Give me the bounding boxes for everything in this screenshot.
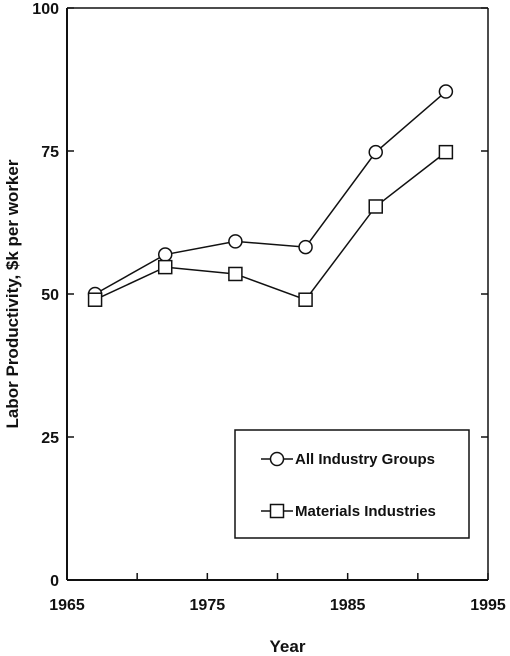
- legend-marker: [269, 503, 285, 519]
- y-tick-label: 50: [41, 287, 59, 304]
- legend-label: Materials Industries: [295, 503, 436, 520]
- data-point-marker: [438, 84, 454, 99]
- data-point-marker: [368, 199, 383, 214]
- x-tick-label: 1975: [190, 597, 226, 614]
- data-point-marker: [228, 234, 243, 249]
- x-tick-label: 1965: [49, 597, 85, 614]
- x-axis-ticks: 1965 1975 1985 1995: [49, 573, 506, 614]
- data-point-marker: [438, 144, 454, 160]
- legend-item: All Industry Groups: [261, 451, 435, 468]
- legend-items: All Industry Groups Materials Industries: [261, 451, 436, 520]
- y-axis-title: Labor Productivity, $k per worker: [3, 159, 22, 428]
- data-point-marker: [157, 247, 173, 262]
- series-line: [94, 151, 447, 301]
- x-tick-label: 1985: [330, 597, 366, 614]
- y-tick-label: 100: [32, 1, 59, 18]
- data-point-marker: [157, 259, 173, 275]
- y-axis-ticks: 0 25 50 75 100: [32, 1, 488, 590]
- legend-marker: [269, 451, 285, 467]
- data-point-marker: [228, 266, 243, 282]
- legend: All Industry Groups Materials Industries: [234, 429, 470, 539]
- y-tick-label: 25: [41, 430, 59, 447]
- series-materials-industries: [87, 144, 454, 307]
- legend-item: Materials Industries: [261, 503, 436, 520]
- y-tick-label: 0: [50, 573, 59, 590]
- data-point-marker: [368, 144, 383, 160]
- legend-box: [234, 429, 470, 539]
- data-point-marker: [298, 239, 313, 255]
- y-tick-label: 75: [41, 144, 59, 161]
- series-all-industry-groups: [87, 84, 454, 302]
- data-point-marker: [298, 292, 313, 307]
- data-point-marker: [87, 292, 103, 307]
- series-line: [94, 90, 447, 295]
- legend-label: All Industry Groups: [295, 451, 435, 468]
- series-layer: [87, 84, 454, 307]
- x-tick-label: 1995: [470, 597, 506, 614]
- x-axis-title: Year: [270, 637, 306, 656]
